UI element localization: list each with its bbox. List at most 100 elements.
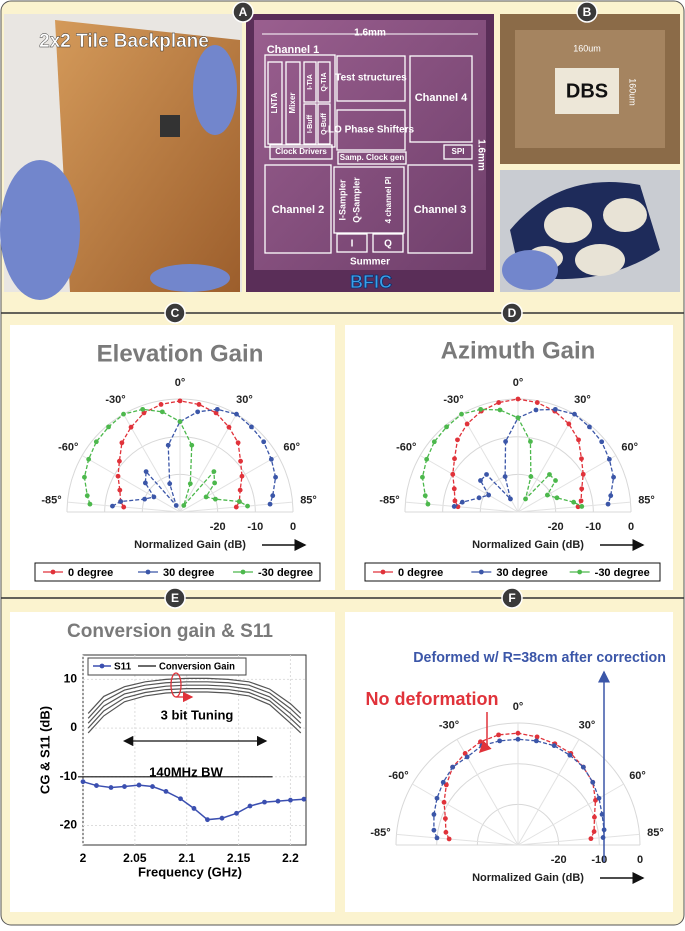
data-point bbox=[450, 471, 456, 477]
data-point bbox=[496, 400, 502, 405]
data-point bbox=[425, 501, 431, 507]
data-point bbox=[571, 499, 577, 505]
data-point bbox=[94, 783, 99, 788]
data-point bbox=[262, 799, 267, 805]
data-point bbox=[552, 406, 558, 412]
legend-marker bbox=[50, 569, 56, 575]
angle-label: -30° bbox=[443, 394, 463, 406]
data-point bbox=[515, 730, 521, 736]
data-point bbox=[236, 499, 242, 504]
data-point bbox=[233, 504, 239, 510]
angle-label: 0° bbox=[513, 701, 524, 713]
r-tick-label: 0 bbox=[628, 521, 634, 533]
legend-box bbox=[87, 657, 247, 676]
data-point bbox=[608, 493, 614, 499]
angle-label: 30° bbox=[574, 394, 591, 406]
data-point bbox=[533, 407, 539, 413]
data-point bbox=[268, 456, 274, 462]
data-point bbox=[596, 795, 602, 801]
legend-label: 30 degree bbox=[163, 567, 214, 579]
cg-line bbox=[87, 684, 302, 724]
data-point bbox=[234, 411, 239, 417]
panel-letter: D bbox=[508, 306, 517, 320]
data-point bbox=[578, 498, 584, 504]
data-point bbox=[115, 473, 121, 479]
chip-name: BFIC bbox=[350, 272, 392, 292]
grid-spoke bbox=[81, 455, 181, 513]
annotation: 140MHz BW bbox=[149, 764, 223, 779]
plot-area bbox=[82, 654, 307, 846]
chip-block-label: LNTA bbox=[270, 92, 279, 113]
panel-badge bbox=[576, 1, 598, 23]
chip-height: 1.6mm bbox=[475, 139, 486, 171]
legend-label: S11 bbox=[114, 662, 132, 673]
r-tick-label: -20 bbox=[551, 854, 567, 866]
data-point bbox=[533, 738, 539, 744]
angle-label: -85° bbox=[379, 495, 399, 507]
grid-spoke bbox=[412, 783, 519, 846]
data-point bbox=[214, 406, 220, 412]
data-point bbox=[245, 503, 250, 509]
grid-spoke bbox=[179, 455, 279, 513]
data-point bbox=[554, 495, 560, 501]
data-point bbox=[579, 456, 584, 462]
data-point bbox=[579, 504, 585, 509]
data-point bbox=[486, 492, 492, 498]
data-point bbox=[121, 504, 127, 510]
data-point bbox=[177, 398, 183, 404]
grid-spoke bbox=[517, 501, 631, 513]
data-point bbox=[434, 835, 440, 841]
data-point bbox=[93, 439, 99, 445]
chip-block-label: Q-Buff bbox=[321, 112, 328, 134]
data-point bbox=[226, 424, 232, 430]
data-point bbox=[122, 784, 127, 789]
panel-badge bbox=[501, 302, 523, 324]
data-point bbox=[502, 474, 508, 480]
dbs-height: 160um bbox=[628, 78, 638, 106]
data-point bbox=[431, 439, 437, 445]
data-point bbox=[140, 406, 146, 412]
data-point bbox=[459, 411, 464, 417]
panel-letter: A bbox=[239, 5, 248, 19]
angle-label: 85° bbox=[300, 495, 317, 507]
legend-marker bbox=[240, 569, 246, 575]
data-point bbox=[497, 738, 503, 744]
data-point bbox=[567, 752, 573, 758]
data-point bbox=[576, 437, 581, 443]
data-point bbox=[117, 458, 122, 464]
data-point bbox=[270, 493, 276, 499]
data-point bbox=[159, 409, 165, 415]
angle-label: 60° bbox=[629, 770, 646, 782]
panel-f bbox=[345, 612, 673, 912]
data-point bbox=[464, 754, 470, 760]
data-point bbox=[479, 743, 485, 749]
grid-spoke bbox=[517, 783, 624, 846]
photo-title: 2x2 Tile Backplane bbox=[39, 31, 209, 52]
data-point bbox=[424, 456, 430, 462]
data-point bbox=[503, 439, 508, 444]
data-point bbox=[553, 478, 558, 483]
chip-block-label: LO Phase Shifters bbox=[328, 125, 415, 136]
photo-dbs bbox=[500, 14, 680, 292]
data-point bbox=[110, 503, 115, 509]
y-tick-label: 10 bbox=[64, 672, 78, 686]
data-point bbox=[451, 504, 457, 509]
data-point bbox=[178, 796, 183, 802]
chip-block-label: Channel 4 bbox=[415, 92, 468, 104]
cg-line bbox=[87, 677, 302, 714]
angle-label: -60° bbox=[396, 441, 416, 453]
data-point bbox=[534, 734, 540, 740]
x-tick-label: 2 bbox=[80, 851, 87, 865]
data-point bbox=[177, 419, 183, 424]
chip-width: 1.6mm bbox=[354, 28, 386, 39]
data-point bbox=[452, 456, 457, 462]
data-point bbox=[165, 442, 171, 448]
data-point bbox=[118, 499, 124, 504]
chip-block-label: I-TIA bbox=[307, 74, 314, 90]
data-point bbox=[600, 835, 606, 840]
photo-chip bbox=[246, 14, 494, 292]
photo-backplane bbox=[0, 14, 242, 300]
data-point bbox=[590, 779, 596, 785]
chart-title: Elevation Gain bbox=[97, 340, 264, 367]
chart-title: Azimuth Gain bbox=[441, 337, 596, 364]
